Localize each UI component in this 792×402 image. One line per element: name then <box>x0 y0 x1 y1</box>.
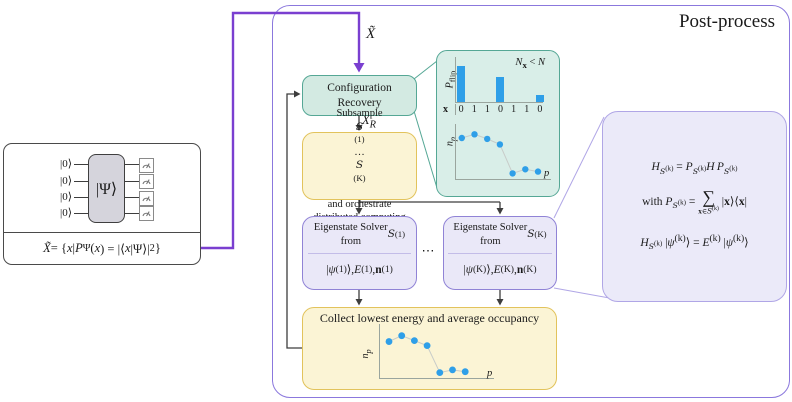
ellipsis-label: ⋯ <box>421 243 437 258</box>
bitstring-row-separator <box>454 103 456 115</box>
eigenstate-solver-1-box: Eigenstate Solver from S (1) | ψ (1) ⟩, E (1),… <box>302 216 417 290</box>
measurement-gauge-icon <box>139 157 154 173</box>
qubit-label: |0⟩ <box>60 206 72 219</box>
recovery-scatter-plot <box>458 131 542 177</box>
collect-scatter-plot <box>385 332 469 376</box>
qubit-label: |0⟩ <box>60 174 72 187</box>
xtilde-label: X̃ <box>366 26 376 42</box>
psi-state-gate: |Ψ⟩ <box>88 154 125 223</box>
equation-panel: HS(k) = PS(k)H PS(k) with PS(k) = ∑ x∈S(k… <box>602 111 787 302</box>
xr-label: XR <box>362 113 376 131</box>
eigenvalue-equation: HS(k) |ψ(k)⟩ = E(k) |ψ(k)⟩ <box>640 233 749 252</box>
solver-1-title: Eigenstate Solver from S (1) <box>313 222 406 247</box>
collect-occupancy-chart: np p <box>303 308 556 389</box>
projected-hamiltonian-equation: HS(k) = PS(k)H PS(k) <box>651 161 738 176</box>
collect-xlabel: p <box>487 368 493 379</box>
quantum-circuit-panel: |0⟩ |0⟩ |0⟩ |0⟩ |Ψ⟩ X̃ = {x | P Ψ(x) = |⟨ x |… <box>3 143 201 265</box>
post-process-label: Post-process <box>678 11 775 32</box>
recovery-occupancy-y-axis <box>454 124 456 180</box>
flip-baseline <box>454 101 543 103</box>
qubit-label: |0⟩ <box>60 191 72 203</box>
flip-y-axis <box>454 57 456 102</box>
bitstring-row-label: x <box>443 104 448 115</box>
flip-bar-chart <box>437 51 559 196</box>
solver-1-output: | ψ (1) ⟩, E (1), n (1) <box>307 253 412 287</box>
measurement-gauge-icon <box>139 190 154 206</box>
collect-box: Collect lowest energy and average occupa… <box>302 307 557 390</box>
configuration-recovery-box: Configuration Recovery <box>302 75 417 116</box>
recovery-occupancy-xlabel: p <box>544 168 550 179</box>
subsample-box: Subsample S(1)…S(K)and orchestratedistri… <box>302 108 417 223</box>
collect-title: Collect lowest energy and average occupa… <box>319 311 540 325</box>
flip-annotation: Nx < N <box>515 57 545 71</box>
solver-K-output: | ψ (K) ⟩, E (K), n (K) <box>448 253 552 287</box>
measurement-gauge-icon <box>139 206 154 221</box>
eigenstate-solver-K-box: Eigenstate Solver from S (K) | ψ (K) ⟩, E (K),… <box>443 216 557 290</box>
qubit-label: |0⟩ <box>60 158 72 170</box>
collect-y-axis <box>379 324 380 378</box>
sampling-set-formula: X̃ = {x | P Ψ(x) = |⟨ x |Ψ⟩| 2} <box>4 232 200 264</box>
solver-K-title: Eigenstate Solver from S (K) <box>453 222 547 247</box>
recovery-occupancy-x-axis <box>454 179 551 181</box>
measurement-gauge-icon <box>139 174 154 189</box>
projector-definition-equation: with PS(k) = ∑ x∈S(k) |x⟩⟨x| <box>642 186 747 216</box>
collect-x-axis <box>379 378 494 379</box>
